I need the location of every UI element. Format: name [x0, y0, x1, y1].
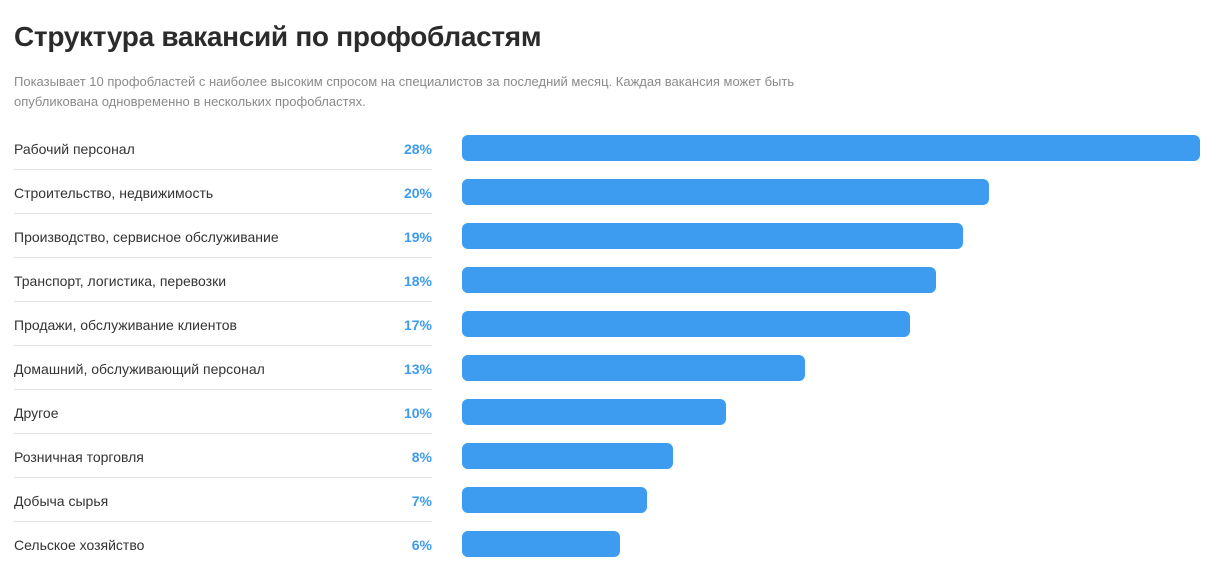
- category-label: Производство, сервисное обслуживание: [14, 229, 279, 245]
- row-divider: [14, 389, 432, 390]
- bar: [462, 487, 647, 513]
- category-label: Розничная торговля: [14, 449, 144, 465]
- row-divider: [14, 521, 432, 522]
- row-divider: [14, 477, 432, 478]
- row-divider: [14, 345, 432, 346]
- row-divider: [14, 169, 432, 170]
- bar: [462, 311, 910, 337]
- bar-rows: Рабочий персонал 28% Строительство, недвиж…: [0, 126, 1220, 566]
- bar: [462, 355, 805, 381]
- value-label: 7%: [411, 493, 432, 509]
- chart-title: Структура вакансий по профобластям: [14, 21, 542, 52]
- value-label: 10%: [403, 405, 432, 421]
- value-label: 19%: [403, 229, 432, 245]
- value-label: 17%: [403, 317, 432, 333]
- bar-row: Другое 10%: [0, 390, 1220, 434]
- bar: [462, 399, 726, 425]
- chart-subtitle: Показывает 10 профобластей с наиболее вы…: [14, 74, 795, 109]
- category-label: Домашний, обслуживающий персонал: [14, 361, 265, 377]
- bar: [462, 223, 963, 249]
- bar-row: Транспорт, логистика, перевозки 18%: [0, 258, 1220, 302]
- category-label: Транспорт, логистика, перевозки: [14, 273, 227, 289]
- value-label: 8%: [411, 449, 432, 465]
- category-label: Добыча сырья: [14, 493, 109, 509]
- bar: [462, 135, 1200, 161]
- category-label: Рабочий персонал: [14, 141, 135, 157]
- bar: [462, 267, 936, 293]
- value-label: 18%: [403, 273, 432, 289]
- bar-row: Производство, сервисное обслуживание 19%: [0, 214, 1220, 258]
- value-label: 28%: [403, 141, 432, 157]
- bar-row: Строительство, недвижимость 20%: [0, 170, 1220, 214]
- category-label: Другое: [14, 405, 59, 421]
- row-divider: [14, 301, 432, 302]
- bar-row: Добыча сырья 7%: [0, 478, 1220, 522]
- row-divider: [14, 257, 432, 258]
- bar-row: Домашний, обслуживающий персонал 13%: [0, 346, 1220, 390]
- bar: [462, 179, 989, 205]
- value-label: 6%: [411, 537, 432, 553]
- value-label: 20%: [403, 185, 432, 201]
- bar-row: Розничная торговля 8%: [0, 434, 1220, 478]
- value-label: 13%: [403, 361, 432, 377]
- category-label: Сельское хозяйство: [14, 537, 145, 553]
- row-divider: [14, 433, 432, 434]
- category-label: Строительство, недвижимость: [14, 185, 214, 201]
- row-divider: [14, 213, 432, 214]
- bar: [462, 531, 620, 557]
- bar-row: Рабочий персонал 28%: [0, 126, 1220, 170]
- bar-row: Сельское хозяйство 6%: [0, 522, 1220, 566]
- category-label: Продажи, обслуживание клиентов: [14, 317, 237, 333]
- bar-row: Продажи, обслуживание клиентов 17%: [0, 302, 1220, 346]
- bar: [462, 443, 673, 469]
